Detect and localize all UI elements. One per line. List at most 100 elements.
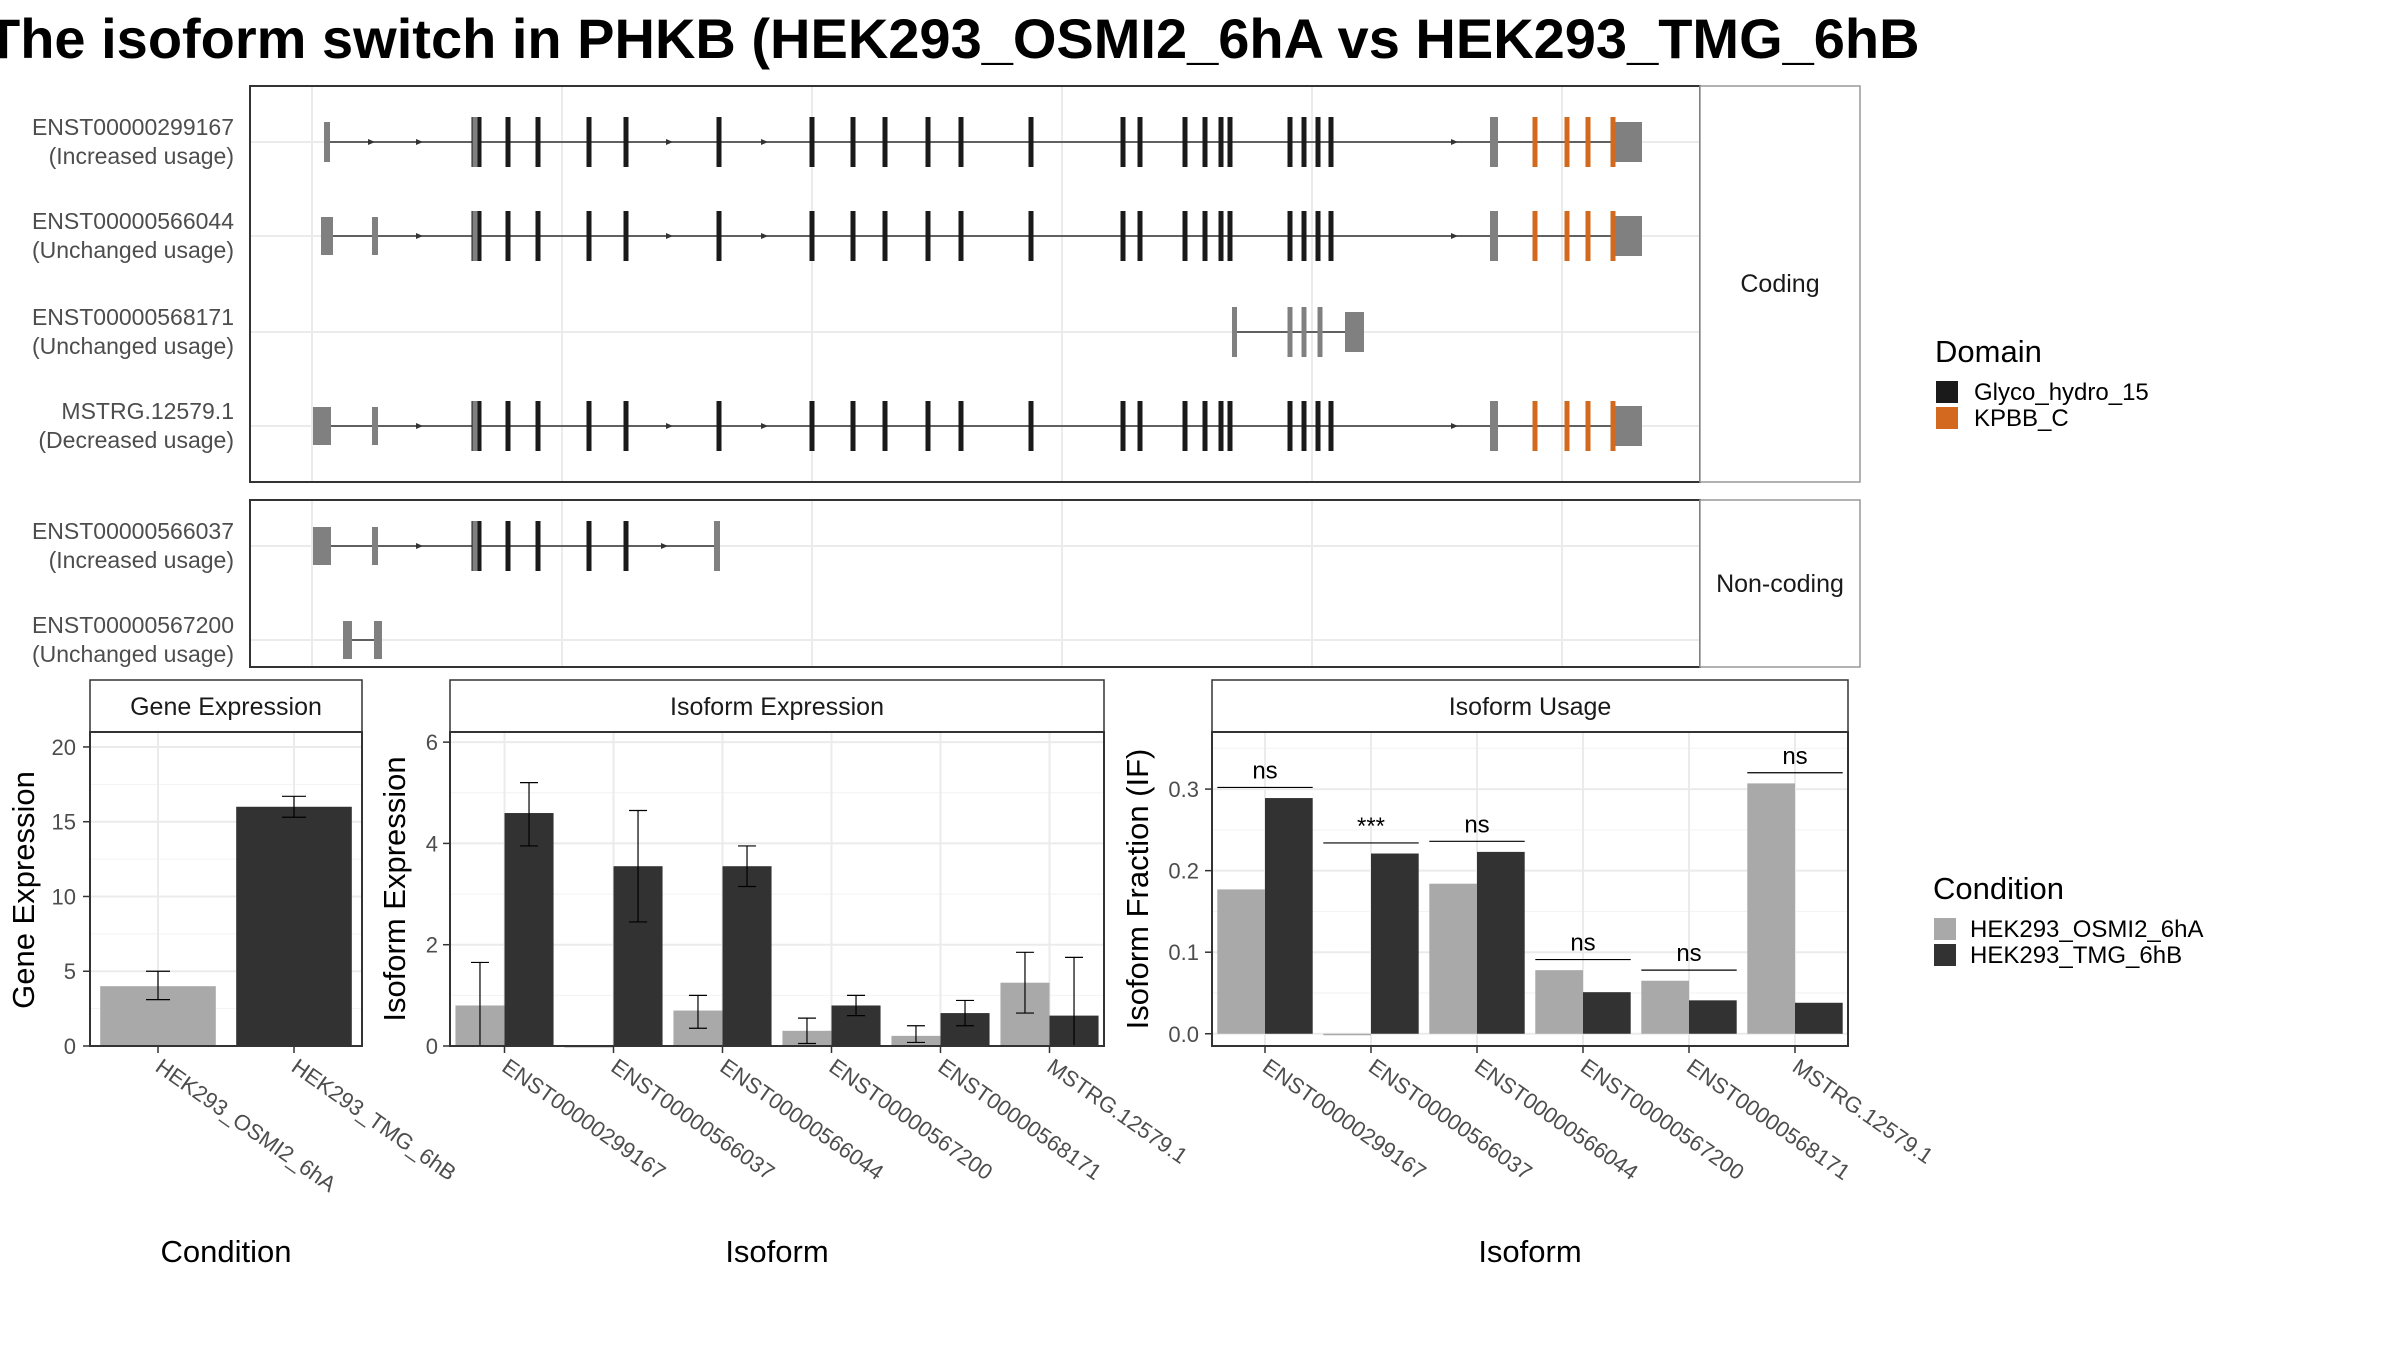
exon-glyco-hydro-15: [1227, 117, 1233, 167]
bar-tmg: [236, 806, 352, 1046]
exon-glyco-hydro-15: [925, 117, 931, 167]
exon-coding: [472, 401, 478, 451]
transcript-usage-label: (Unchanged usage): [32, 641, 234, 667]
strand-arrow: [661, 543, 668, 549]
condition-legend: Condition HEK293_OSMI2_6hA HEK293_TMG_6h…: [1933, 871, 2203, 969]
bar-tmg: [1689, 1000, 1737, 1034]
exon-glyco-hydro-15: [1202, 117, 1208, 167]
exon-glyco-hydro-15: [1028, 117, 1034, 167]
utr-exon: [313, 407, 331, 445]
exon-glyco-hydro-15: [505, 521, 511, 571]
strand-arrow: [1451, 233, 1458, 239]
structure-noncoding-panel: Non-coding: [249, 499, 1861, 668]
isoform-expression-x-axis-title: Isoform: [725, 1234, 828, 1269]
exon-glyco-hydro-15: [1301, 211, 1307, 261]
exon-kpbb-c: [1585, 401, 1591, 451]
exon-glyco-hydro-15: [586, 211, 592, 261]
strand-arrow: [1451, 423, 1458, 429]
utr-exon: [1611, 122, 1642, 162]
exon-glyco-hydro-15: [925, 401, 931, 451]
transcript-name-label: ENST00000299167: [32, 114, 234, 140]
isoform-usage-frame: [1211, 731, 1849, 1047]
exon-glyco-hydro-15: [505, 401, 511, 451]
isoform-usage-strip-title: Isoform Usage: [1449, 693, 1612, 721]
y-tick-label: 0.3: [1168, 777, 1199, 802]
strand-arrow: [761, 423, 768, 429]
utr-exon: [1611, 406, 1642, 446]
exon-glyco-hydro-15: [535, 521, 541, 571]
noncoding-strip: [1699, 499, 1861, 668]
exon-kpbb-c: [1585, 211, 1591, 261]
exon-glyco-hydro-15: [1182, 211, 1188, 261]
coding-strip: [1699, 85, 1861, 483]
bar-osmi: [1641, 980, 1689, 1034]
exon-glyco-hydro-15: [850, 211, 856, 261]
utr-exon: [1490, 401, 1498, 451]
y-tick-label: 0: [64, 1034, 76, 1059]
exon-glyco-hydro-15: [882, 401, 888, 451]
exon-glyco-hydro-15: [535, 117, 541, 167]
transcript-labels: ENST00000299167 (Increased usage) ENST0000…: [32, 114, 234, 667]
utr-exon: [372, 217, 378, 255]
strand-arrow: [1451, 139, 1458, 145]
exon-glyco-hydro-15: [505, 211, 511, 261]
y-tick-label: 15: [52, 810, 76, 835]
transcript-usage-label: (Decreased usage): [38, 427, 234, 453]
y-tick-label: 5: [64, 959, 76, 984]
strand-arrow: [666, 233, 673, 239]
transcript-usage-label: (Unchanged usage): [32, 333, 234, 359]
figure-title: The isoform switch in PHKB (HEK293_OSMI2…: [0, 7, 1920, 70]
exon-glyco-hydro-15: [1218, 211, 1224, 261]
gene-expression-y-axis-title: Gene Expression: [6, 771, 41, 1009]
legend-swatch-glyco-hydro-15: [1936, 381, 1958, 403]
exon-glyco-hydro-15: [1137, 211, 1143, 261]
noncoding-panel-bg: [250, 500, 1700, 667]
exon-glyco-hydro-15: [1227, 401, 1233, 451]
gene-expression-strip-title: Gene Expression: [130, 693, 322, 721]
exon-glyco-hydro-15: [1315, 401, 1321, 451]
isoform-expression-y-axis-title: Isoform Expression: [377, 756, 412, 1021]
exon-kpbb-c: [1564, 117, 1570, 167]
bar-osmi: [1747, 783, 1795, 1034]
utr-exon: [1345, 312, 1364, 352]
exon-glyco-hydro-15: [809, 401, 815, 451]
domain-legend-title: Domain: [1935, 334, 2042, 369]
exon-glyco-hydro-15: [623, 401, 629, 451]
y-tick-label: 0.1: [1168, 940, 1199, 965]
exon-glyco-hydro-15: [1028, 211, 1034, 261]
bar-tmg: [1265, 798, 1313, 1034]
exon-glyco-hydro-15: [1120, 211, 1126, 261]
y-tick-label: 20: [52, 735, 76, 760]
bar-tmg: [1477, 851, 1525, 1034]
utr-exon: [714, 521, 720, 571]
exon-kpbb-c: [1610, 401, 1616, 451]
isoform-usage-x-axis-title: Isoform: [1478, 1234, 1581, 1269]
exon-glyco-hydro-15: [716, 401, 722, 451]
utr-exon: [372, 527, 378, 565]
exon-glyco-hydro-15: [1137, 117, 1143, 167]
exon-glyco-hydro-15: [623, 521, 629, 571]
bar-tmg: [722, 866, 772, 1046]
exon-glyco-hydro-15: [586, 401, 592, 451]
exon-glyco-hydro-15: [535, 211, 541, 261]
exon-coding: [1301, 307, 1307, 357]
exon-glyco-hydro-15: [809, 211, 815, 261]
y-tick-label: 0.0: [1168, 1022, 1199, 1047]
exon-glyco-hydro-15: [809, 117, 815, 167]
utr-exon: [1232, 307, 1237, 357]
bar-osmi: [1323, 1033, 1371, 1036]
strand-arrow: [761, 233, 768, 239]
isoform-expression-chart: Isoform Expression0246ENST00000299167ENS…: [377, 679, 1192, 1269]
exon-kpbb-c: [1585, 117, 1591, 167]
utr-exon: [374, 621, 382, 659]
exon-glyco-hydro-15: [1202, 401, 1208, 451]
exon-glyco-hydro-15: [850, 117, 856, 167]
legend-label-kpbb-c: KPBB_C: [1974, 405, 2069, 432]
utr-exon: [324, 122, 330, 162]
coding-strip-label: Coding: [1740, 270, 1819, 298]
exon-glyco-hydro-15: [1287, 401, 1293, 451]
transcript-name-label: ENST00000568171: [32, 304, 234, 330]
exon-glyco-hydro-15: [623, 117, 629, 167]
exon-glyco-hydro-15: [716, 117, 722, 167]
exon-glyco-hydro-15: [1301, 401, 1307, 451]
